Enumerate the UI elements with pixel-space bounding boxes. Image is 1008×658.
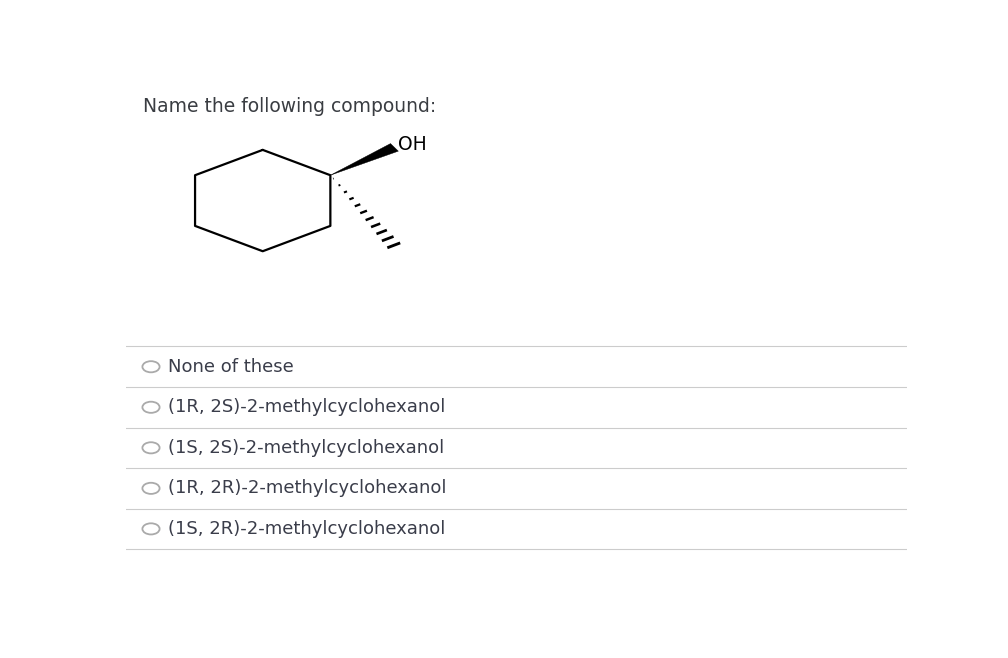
Text: (1S, 2R)-2-methylcyclohexanol: (1S, 2R)-2-methylcyclohexanol: [168, 520, 446, 538]
Text: Name the following compound:: Name the following compound:: [143, 97, 436, 116]
Text: OH: OH: [398, 135, 427, 154]
Text: (1R, 2S)-2-methylcyclohexanol: (1R, 2S)-2-methylcyclohexanol: [168, 398, 446, 417]
Text: None of these: None of these: [168, 358, 294, 376]
Text: (1S, 2S)-2-methylcyclohexanol: (1S, 2S)-2-methylcyclohexanol: [168, 439, 445, 457]
Text: (1R, 2R)-2-methylcyclohexanol: (1R, 2R)-2-methylcyclohexanol: [168, 479, 447, 497]
Polygon shape: [331, 143, 398, 175]
